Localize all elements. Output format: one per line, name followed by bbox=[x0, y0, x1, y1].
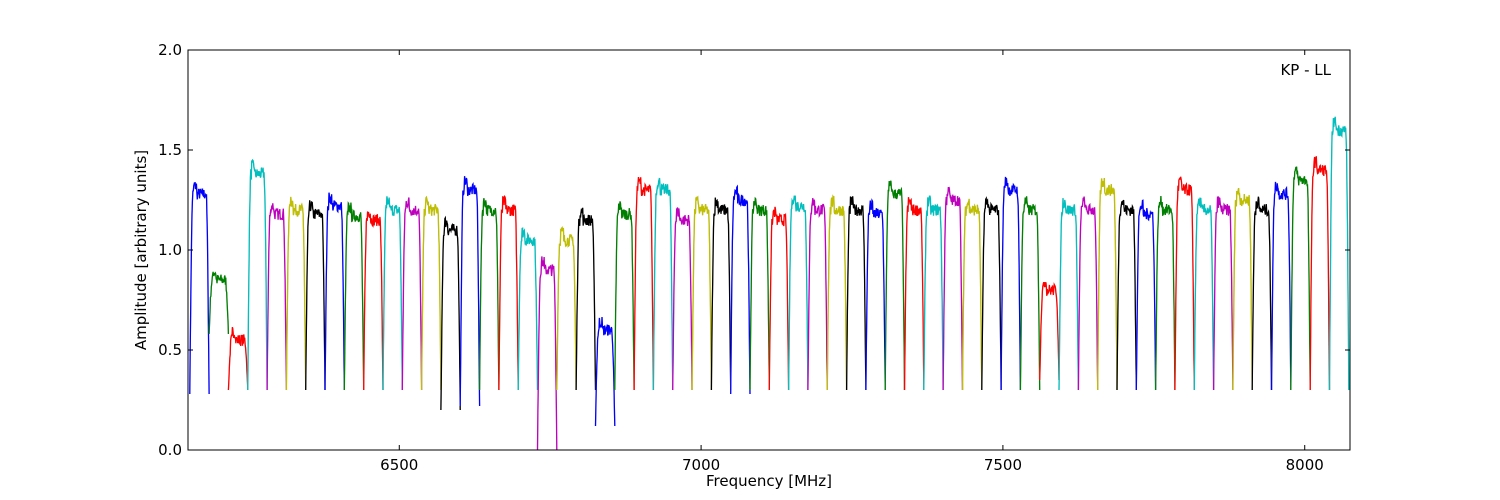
channel-trace-33 bbox=[807, 197, 828, 391]
raw-trace-32 bbox=[788, 195, 809, 391]
channel-trace-55 bbox=[1232, 187, 1253, 391]
channel-trace-4 bbox=[247, 158, 268, 391]
channel-trace-35 bbox=[845, 196, 867, 391]
raw-trace-15 bbox=[459, 176, 481, 407]
y-tick-label: 1.5 bbox=[158, 141, 182, 159]
channel-trace-23 bbox=[614, 201, 635, 391]
raw-trace-30 bbox=[749, 196, 770, 391]
axis-ticks: 6500 7000 7500 8000 0.0 0.5 1.0 1.5 2.0 bbox=[158, 41, 1350, 474]
channel-trace-24 bbox=[633, 177, 655, 391]
channel-trace-51 bbox=[1154, 195, 1176, 391]
x-tick-label: 7000 bbox=[682, 456, 720, 474]
channel-trace-9 bbox=[343, 201, 365, 391]
channel-trace-25 bbox=[652, 177, 674, 391]
channel-trace-41 bbox=[961, 198, 983, 391]
x-tick-label: 7500 bbox=[984, 456, 1022, 474]
channel-trace-15 bbox=[459, 176, 481, 407]
raw-trace-49 bbox=[1116, 199, 1137, 391]
channel-trace-8 bbox=[324, 192, 345, 391]
raw-trace-28 bbox=[710, 197, 732, 391]
y-axis-title: Amplitude [arbitrary units] bbox=[132, 150, 150, 350]
channel-trace-30 bbox=[749, 196, 770, 391]
y-tick-label: 1.0 bbox=[158, 241, 182, 259]
channel-trace-49 bbox=[1116, 199, 1137, 391]
channel-trace-17 bbox=[498, 195, 519, 391]
raw-trace-59 bbox=[1309, 156, 1331, 391]
channel-trace-13 bbox=[420, 195, 442, 391]
channel-trace-6 bbox=[285, 196, 307, 391]
channel-trace-19 bbox=[536, 256, 558, 450]
raw-trace-60 bbox=[1328, 116, 1350, 391]
spectrum-traces bbox=[189, 116, 1350, 450]
channel-trace-28 bbox=[710, 197, 732, 391]
channel-trace-31 bbox=[768, 206, 790, 391]
channel-trace-47 bbox=[1077, 196, 1099, 391]
raw-trace-43 bbox=[1000, 176, 1021, 391]
channel-trace-18 bbox=[517, 227, 539, 391]
channel-trace-59 bbox=[1309, 156, 1331, 391]
channel-trace-45 bbox=[1039, 282, 1060, 381]
x-axis-title: Frequency [MHz] bbox=[706, 472, 832, 490]
channel-trace-39 bbox=[923, 195, 944, 391]
channel-trace-11 bbox=[382, 196, 403, 391]
channel-trace-52 bbox=[1174, 176, 1195, 391]
y-tick-label: 0.0 bbox=[158, 441, 182, 459]
channel-trace-60 bbox=[1328, 116, 1350, 391]
raw-trace-55 bbox=[1232, 187, 1253, 391]
raw-trace-33 bbox=[807, 197, 828, 391]
raw-trace-7 bbox=[305, 200, 326, 391]
raw-trace-8 bbox=[324, 192, 345, 391]
raw-trace-1 bbox=[189, 182, 210, 395]
channel-trace-54 bbox=[1212, 195, 1234, 391]
channel-trace-3 bbox=[227, 326, 249, 391]
channel-trace-1 bbox=[189, 182, 210, 395]
y-tick-label: 0.5 bbox=[158, 341, 182, 359]
channel-trace-48 bbox=[1097, 177, 1118, 391]
channel-trace-21 bbox=[575, 207, 597, 391]
channel-trace-29 bbox=[730, 184, 751, 395]
x-tick-label: 8000 bbox=[1286, 456, 1324, 474]
channel-trace-5 bbox=[266, 203, 288, 391]
channel-trace-44 bbox=[1019, 196, 1041, 391]
channel-trace-7 bbox=[305, 200, 326, 391]
channel-trace-16 bbox=[478, 198, 500, 391]
channel-trace-14 bbox=[440, 215, 461, 411]
channel-trace-36 bbox=[865, 198, 886, 391]
y-tick-label: 2.0 bbox=[158, 41, 182, 59]
channel-trace-20 bbox=[556, 225, 577, 391]
raw-trace-46 bbox=[1058, 198, 1079, 391]
channel-trace-46 bbox=[1058, 198, 1080, 391]
channel-trace-22 bbox=[594, 316, 616, 427]
channel-trace-10 bbox=[363, 211, 384, 391]
raw-trace-23 bbox=[614, 201, 635, 391]
raw-trace-52 bbox=[1174, 176, 1195, 391]
channel-trace-26 bbox=[672, 207, 693, 391]
channel-trace-2 bbox=[208, 271, 230, 335]
channel-trace-34 bbox=[826, 194, 848, 391]
channel-trace-43 bbox=[1000, 176, 1022, 391]
channel-trace-32 bbox=[787, 195, 809, 391]
raw-trace-17 bbox=[498, 195, 519, 391]
channel-trace-56 bbox=[1251, 196, 1273, 391]
channel-trace-58 bbox=[1290, 166, 1311, 391]
x-tick-label: 6500 bbox=[380, 456, 418, 474]
corner-annotation: KP - LL bbox=[1280, 61, 1331, 79]
channel-trace-37 bbox=[884, 180, 906, 391]
channel-trace-42 bbox=[981, 196, 1002, 391]
channel-trace-12 bbox=[401, 197, 423, 391]
channel-trace-57 bbox=[1270, 181, 1292, 391]
raw-trace-41 bbox=[961, 198, 983, 391]
channel-trace-27 bbox=[691, 195, 713, 391]
channel-trace-40 bbox=[942, 186, 964, 391]
channel-trace-50 bbox=[1135, 199, 1157, 391]
channel-trace-53 bbox=[1193, 197, 1215, 391]
channel-trace-38 bbox=[903, 197, 925, 391]
